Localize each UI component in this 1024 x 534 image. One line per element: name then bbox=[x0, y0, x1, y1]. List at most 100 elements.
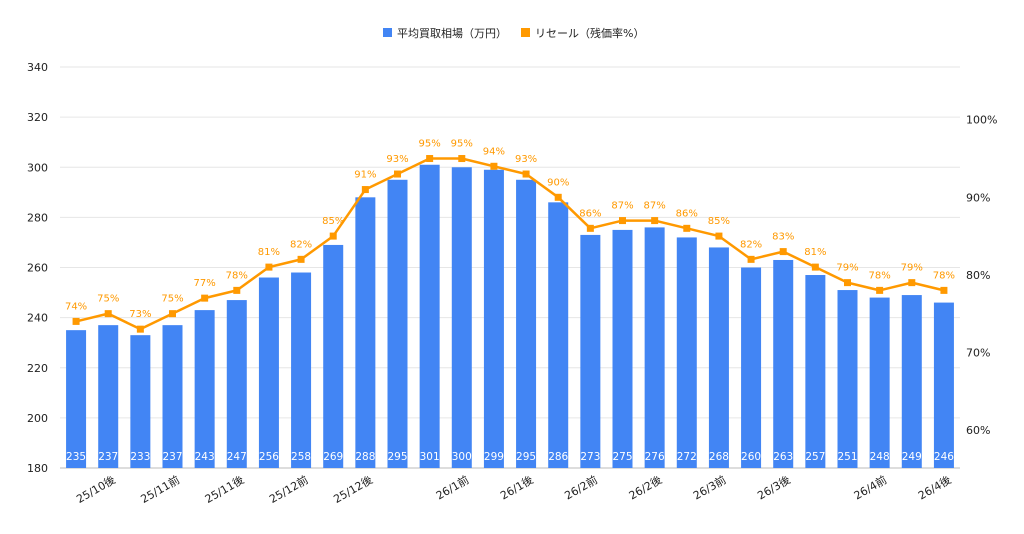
line-point bbox=[586, 224, 594, 232]
line-point bbox=[233, 286, 241, 294]
x-tick-label: 25/11前 bbox=[138, 472, 182, 505]
bar bbox=[580, 234, 601, 468]
bar bbox=[387, 179, 408, 468]
bar bbox=[162, 325, 183, 468]
line-value-label: 78% bbox=[933, 270, 955, 281]
bar bbox=[291, 272, 312, 468]
line-point bbox=[136, 325, 144, 333]
bar bbox=[773, 259, 794, 468]
line-value-label: 82% bbox=[740, 239, 762, 250]
bar-value-label: 269 bbox=[323, 451, 343, 463]
bar bbox=[66, 330, 87, 468]
line-point bbox=[297, 255, 305, 263]
bar-value-label: 256 bbox=[259, 451, 279, 463]
x-tick-label: 26/3前 bbox=[691, 472, 729, 502]
bar bbox=[933, 302, 954, 468]
line-point bbox=[169, 310, 176, 318]
bar-value-label: 257 bbox=[805, 451, 825, 463]
x-tick-label: 26/2後 bbox=[626, 472, 664, 502]
bar-series: 235 237 233 237 243 247 256 258 269 288 295 301 300 2… bbox=[66, 164, 954, 468]
line-value-label: 77% bbox=[194, 278, 216, 289]
bar-value-label: 246 bbox=[934, 451, 954, 463]
legend[interactable]: 平均買取相場（万円） リセール（残価率%） bbox=[383, 26, 644, 40]
bar-value-label: 233 bbox=[130, 451, 150, 463]
bar-value-label: 295 bbox=[387, 451, 407, 463]
bar-value-label: 288 bbox=[355, 451, 375, 463]
line-value-label: 79% bbox=[836, 263, 858, 274]
bar bbox=[258, 277, 279, 468]
bar bbox=[805, 275, 826, 468]
line-value-label: 85% bbox=[708, 216, 730, 227]
bar-value-label: 300 bbox=[452, 451, 472, 463]
line-value-label: 94% bbox=[483, 146, 505, 157]
line-value-label: 86% bbox=[676, 208, 698, 219]
bar-value-label: 295 bbox=[516, 451, 536, 463]
x-tick-label: 26/1後 bbox=[498, 472, 536, 502]
left-tick-label: 340 bbox=[27, 61, 48, 74]
bar bbox=[323, 244, 344, 468]
legend-label-bars: 平均買取相場（万円） bbox=[397, 27, 507, 40]
left-tick-label: 260 bbox=[27, 262, 48, 275]
legend-swatch-bars bbox=[383, 28, 392, 37]
line-point bbox=[329, 232, 337, 240]
bar bbox=[98, 325, 119, 468]
x-tick-label: 26/1前 bbox=[433, 472, 471, 502]
left-tick-label: 320 bbox=[27, 111, 48, 124]
line-point bbox=[747, 255, 755, 263]
bar-value-label: 237 bbox=[98, 451, 118, 463]
legend-swatch-line bbox=[521, 28, 530, 37]
bar-value-label: 235 bbox=[66, 451, 86, 463]
line-value-label: 95% bbox=[419, 139, 441, 150]
right-tick-label: 70% bbox=[966, 346, 990, 359]
bar bbox=[516, 179, 537, 468]
line-value-label: 75% bbox=[161, 294, 183, 305]
left-tick-label: 300 bbox=[27, 161, 48, 174]
right-tick-label: 80% bbox=[966, 269, 990, 282]
line-value-label: 78% bbox=[226, 270, 248, 281]
legend-label-line: リセール（残価率%） bbox=[535, 26, 644, 40]
line-point bbox=[651, 217, 659, 225]
line-point bbox=[779, 248, 787, 256]
line-series: 74% 75% 73% 75% 77% 78% 81% 82% 85% 91% 93% 95% 95% 9… bbox=[65, 139, 955, 333]
line-point bbox=[715, 232, 723, 240]
line-point bbox=[876, 286, 884, 294]
bar bbox=[419, 164, 440, 468]
left-tick-label: 220 bbox=[27, 362, 48, 375]
x-tick-label: 25/12前 bbox=[267, 472, 311, 505]
bar bbox=[355, 197, 376, 468]
line-point bbox=[104, 310, 112, 318]
x-tick-label: 26/3後 bbox=[755, 472, 793, 502]
line-point bbox=[554, 193, 562, 201]
line-value-label: 85% bbox=[322, 216, 344, 227]
bar bbox=[226, 300, 247, 468]
bar bbox=[130, 335, 151, 468]
bar-value-label: 251 bbox=[837, 451, 857, 463]
right-tick-label: 90% bbox=[966, 191, 990, 204]
line-point bbox=[811, 263, 819, 271]
bar-value-label: 273 bbox=[580, 451, 600, 463]
right-tick-label: 100% bbox=[966, 114, 997, 127]
line-value-label: 93% bbox=[515, 154, 537, 165]
left-tick-label: 240 bbox=[27, 312, 48, 325]
bar-value-label: 243 bbox=[195, 451, 215, 463]
line-point bbox=[265, 263, 273, 271]
bar bbox=[548, 202, 569, 468]
bar bbox=[483, 169, 504, 468]
bar-value-label: 247 bbox=[227, 451, 247, 463]
x-tick-label: 26/4前 bbox=[851, 472, 889, 502]
x-tick-label: 25/10後 bbox=[74, 472, 118, 505]
bar bbox=[676, 237, 697, 468]
line-value-label: 86% bbox=[579, 208, 601, 219]
line-point bbox=[490, 162, 498, 170]
bar-value-label: 258 bbox=[291, 451, 311, 463]
bar bbox=[901, 295, 922, 468]
bar bbox=[194, 310, 215, 468]
x-tick-label: 25/12後 bbox=[331, 472, 375, 505]
line-point bbox=[394, 170, 401, 178]
left-tick-label: 180 bbox=[27, 462, 48, 475]
line-value-label: 74% bbox=[65, 301, 87, 312]
line-value-label: 81% bbox=[258, 247, 280, 258]
line-point bbox=[361, 186, 369, 194]
bar-value-label: 248 bbox=[870, 451, 890, 463]
